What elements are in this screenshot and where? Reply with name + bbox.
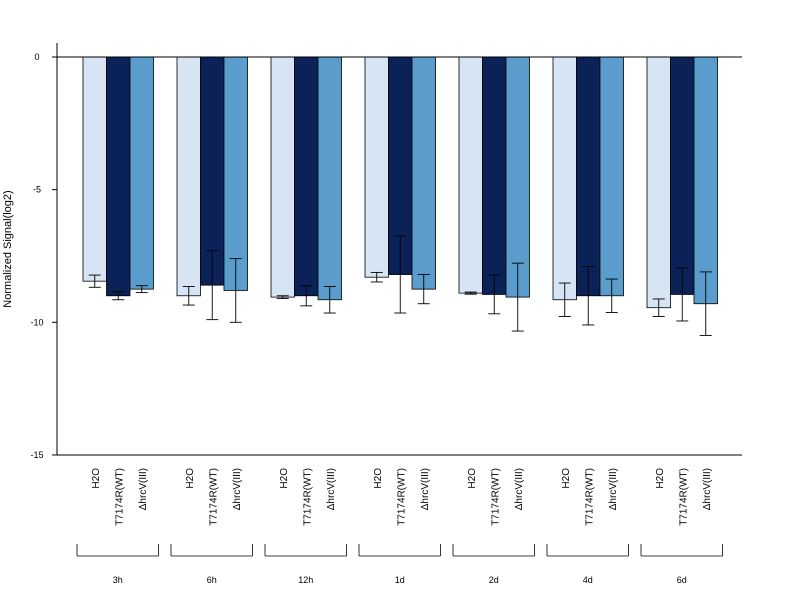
y-ticks-layer: 0 -5 -10 -15 bbox=[30, 52, 57, 460]
group-bracket bbox=[264, 544, 347, 557]
bar-2-1 bbox=[294, 56, 319, 297]
group-bracket bbox=[640, 544, 723, 557]
error-bar-1-1 bbox=[206, 250, 219, 321]
error-bar-2-2 bbox=[323, 286, 336, 314]
bar-4-0 bbox=[458, 56, 483, 294]
group-label: 3h bbox=[113, 575, 123, 585]
bar-4-1 bbox=[482, 56, 507, 295]
bar-6-1 bbox=[670, 56, 695, 295]
group-bracket bbox=[358, 544, 441, 557]
y-tick-label: -5 bbox=[33, 185, 41, 195]
error-bar-0-2 bbox=[135, 285, 148, 294]
error-bars-layer bbox=[88, 235, 712, 337]
x-tick-label: T7174R(WT) bbox=[208, 468, 219, 526]
group-label: 4d bbox=[583, 575, 593, 585]
x-tick-label: ΔhrcV(III) bbox=[608, 468, 619, 510]
error-bar-6-2 bbox=[699, 271, 712, 337]
bar-4-2 bbox=[505, 56, 530, 298]
x-tick-label: ΔhrcV(III) bbox=[138, 468, 149, 510]
x-tick-label: T7174R(WT) bbox=[584, 468, 595, 526]
x-tick-label: T7174R(WT) bbox=[490, 468, 501, 526]
error-bar-1-0 bbox=[182, 286, 195, 306]
bar-2-2 bbox=[317, 56, 342, 301]
group-label: 6h bbox=[207, 575, 217, 585]
y-tick-label: 0 bbox=[34, 52, 39, 62]
y-tick-label: -10 bbox=[30, 317, 43, 327]
x-tick-label: ΔhrcV(III) bbox=[514, 468, 525, 510]
x-tick-label: H2O bbox=[279, 468, 290, 489]
group-label: 2d bbox=[489, 575, 499, 585]
bar-0-2 bbox=[129, 56, 154, 290]
x-tick-label: T7174R(WT) bbox=[114, 468, 125, 526]
bar-5-0 bbox=[552, 56, 577, 301]
error-bar-4-1 bbox=[488, 274, 501, 315]
error-bar-4-2 bbox=[511, 262, 524, 332]
x-tick-label: H2O bbox=[467, 468, 478, 489]
x-tick-label: T7174R(WT) bbox=[678, 468, 689, 526]
group-label: 6d bbox=[677, 575, 687, 585]
x-tick-label: ΔhrcV(III) bbox=[232, 468, 243, 510]
error-bar-2-0 bbox=[276, 295, 289, 299]
error-bar-0-1 bbox=[112, 291, 125, 301]
group-brackets-layer: 3h 6h 12h 1d 2d 4d 6d bbox=[76, 544, 723, 585]
x-tick-label: H2O bbox=[185, 468, 196, 489]
x-tick-label: ΔhrcV(III) bbox=[326, 468, 337, 510]
error-bar-1-2 bbox=[229, 258, 242, 323]
bar-6-2 bbox=[693, 56, 718, 305]
error-bar-6-1 bbox=[676, 267, 689, 322]
group-label: 1d bbox=[395, 575, 405, 585]
group-bracket bbox=[546, 544, 629, 557]
bar-0-1 bbox=[106, 56, 131, 297]
error-bar-0-0 bbox=[88, 274, 101, 288]
group-bracket bbox=[170, 544, 253, 557]
bar-0-0 bbox=[82, 56, 107, 282]
error-bar-2-1 bbox=[300, 285, 313, 307]
bar-3-0 bbox=[364, 56, 389, 278]
bar-1-2 bbox=[223, 56, 248, 291]
bar-5-1 bbox=[576, 56, 601, 297]
bar-1-0 bbox=[176, 56, 201, 297]
x-tick-label: T7174R(WT) bbox=[396, 468, 407, 526]
error-bar-6-0 bbox=[652, 298, 665, 317]
y-tick-label: -15 bbox=[30, 450, 43, 460]
x-tick-label: ΔhrcV(III) bbox=[702, 468, 713, 510]
bar-3-2 bbox=[411, 56, 436, 290]
error-bar-5-2 bbox=[605, 278, 618, 313]
error-bar-4-0 bbox=[464, 291, 477, 295]
x-tick-label: H2O bbox=[91, 468, 102, 489]
error-bar-3-0 bbox=[370, 271, 383, 283]
group-label: 12h bbox=[298, 575, 313, 585]
bar-5-2 bbox=[599, 56, 624, 297]
x-tick-label: H2O bbox=[655, 468, 666, 489]
x-tick-labels-layer: H2O T7174R(WT) ΔhrcV(III) H2O T7174R(WT) Δhrc… bbox=[91, 468, 713, 526]
y-axis-label: Normalized Signal(log2) bbox=[2, 190, 14, 307]
error-bar-3-2 bbox=[417, 274, 430, 305]
group-bracket bbox=[76, 544, 159, 557]
group-bracket bbox=[452, 544, 535, 557]
error-bar-3-1 bbox=[394, 235, 407, 314]
x-tick-label: T7174R(WT) bbox=[302, 468, 313, 526]
bars-layer bbox=[82, 56, 718, 309]
x-tick-label: ΔhrcV(III) bbox=[420, 468, 431, 510]
bar-6-0 bbox=[646, 56, 671, 309]
bar-2-0 bbox=[270, 56, 295, 298]
x-tick-label: H2O bbox=[561, 468, 572, 489]
error-bar-5-1 bbox=[582, 266, 595, 326]
error-bar-5-0 bbox=[558, 282, 571, 317]
x-tick-label: H2O bbox=[373, 468, 384, 489]
